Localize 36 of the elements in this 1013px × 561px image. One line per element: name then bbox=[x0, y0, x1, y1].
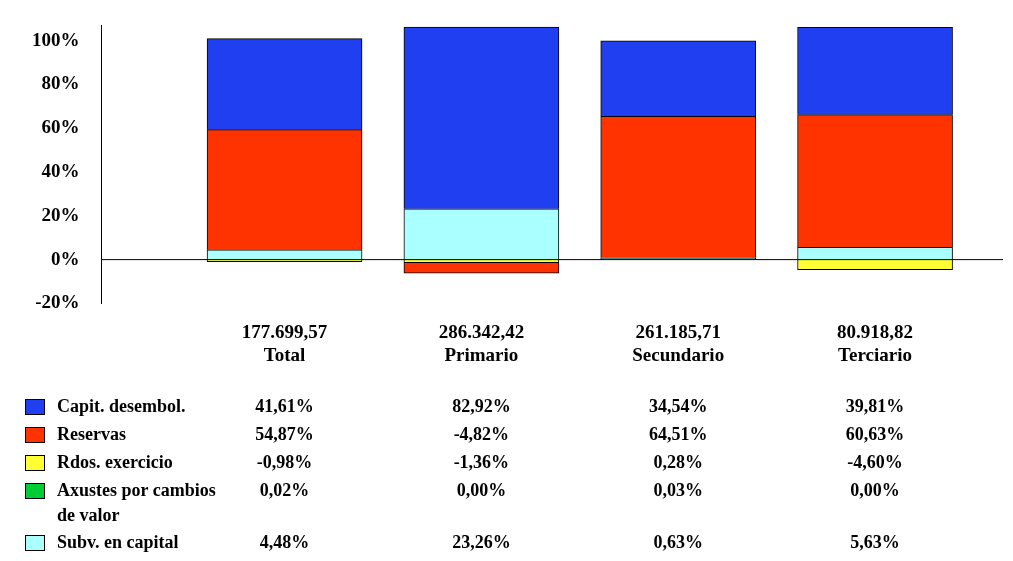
y-tick-label: -20% bbox=[35, 291, 80, 313]
y-tick-label: 40% bbox=[41, 159, 80, 181]
data-label: 39,81% bbox=[844, 395, 906, 418]
data-label: 0,28% bbox=[652, 451, 704, 474]
data-label: 41,61% bbox=[254, 395, 315, 418]
data-label: -4,60% bbox=[846, 451, 904, 474]
data-label: 0,00% bbox=[849, 479, 901, 502]
data-label: -0,98% bbox=[255, 451, 314, 474]
x-tick-label: 177.699,57 Total bbox=[241, 320, 328, 365]
x-tick-label: 80.918,82 Terciario bbox=[837, 320, 914, 365]
x-tick-label: 286.342,42 Primario bbox=[438, 320, 525, 365]
y-tick-label: 100% bbox=[32, 28, 80, 50]
data-label: -4,82% bbox=[452, 423, 511, 446]
legend-label: Axustes por cambios de valor bbox=[57, 479, 217, 527]
data-label: 64,51% bbox=[647, 423, 709, 446]
y-tick-label: 60% bbox=[41, 116, 80, 138]
data-label: 34,54% bbox=[647, 395, 709, 418]
y-tick-label: 80% bbox=[41, 72, 80, 94]
y-tick-label: 20% bbox=[41, 203, 80, 225]
data-label: 82,92% bbox=[451, 395, 512, 418]
data-label: 23,26% bbox=[451, 531, 512, 554]
data-label: 0,02% bbox=[258, 479, 311, 502]
x-tick-label: 261.185,71 Secundario bbox=[632, 320, 725, 365]
data-label: 4,48% bbox=[258, 531, 311, 554]
data-label: 0,63% bbox=[652, 531, 704, 554]
data-label: 0,00% bbox=[455, 479, 508, 502]
data-label: 0,03% bbox=[652, 479, 704, 502]
legend-label: Rdos. exercicio bbox=[57, 451, 174, 474]
legend-label: Reservas bbox=[57, 423, 127, 446]
data-label: 5,63% bbox=[849, 531, 901, 554]
data-label: 60,63% bbox=[844, 423, 906, 446]
data-label: -1,36% bbox=[452, 451, 511, 474]
legend-label: Capit. desembol. bbox=[57, 395, 187, 418]
legend-label: Subv. en capital bbox=[57, 531, 180, 554]
data-label: 54,87% bbox=[254, 423, 315, 446]
y-tick-label: 0% bbox=[51, 247, 80, 269]
